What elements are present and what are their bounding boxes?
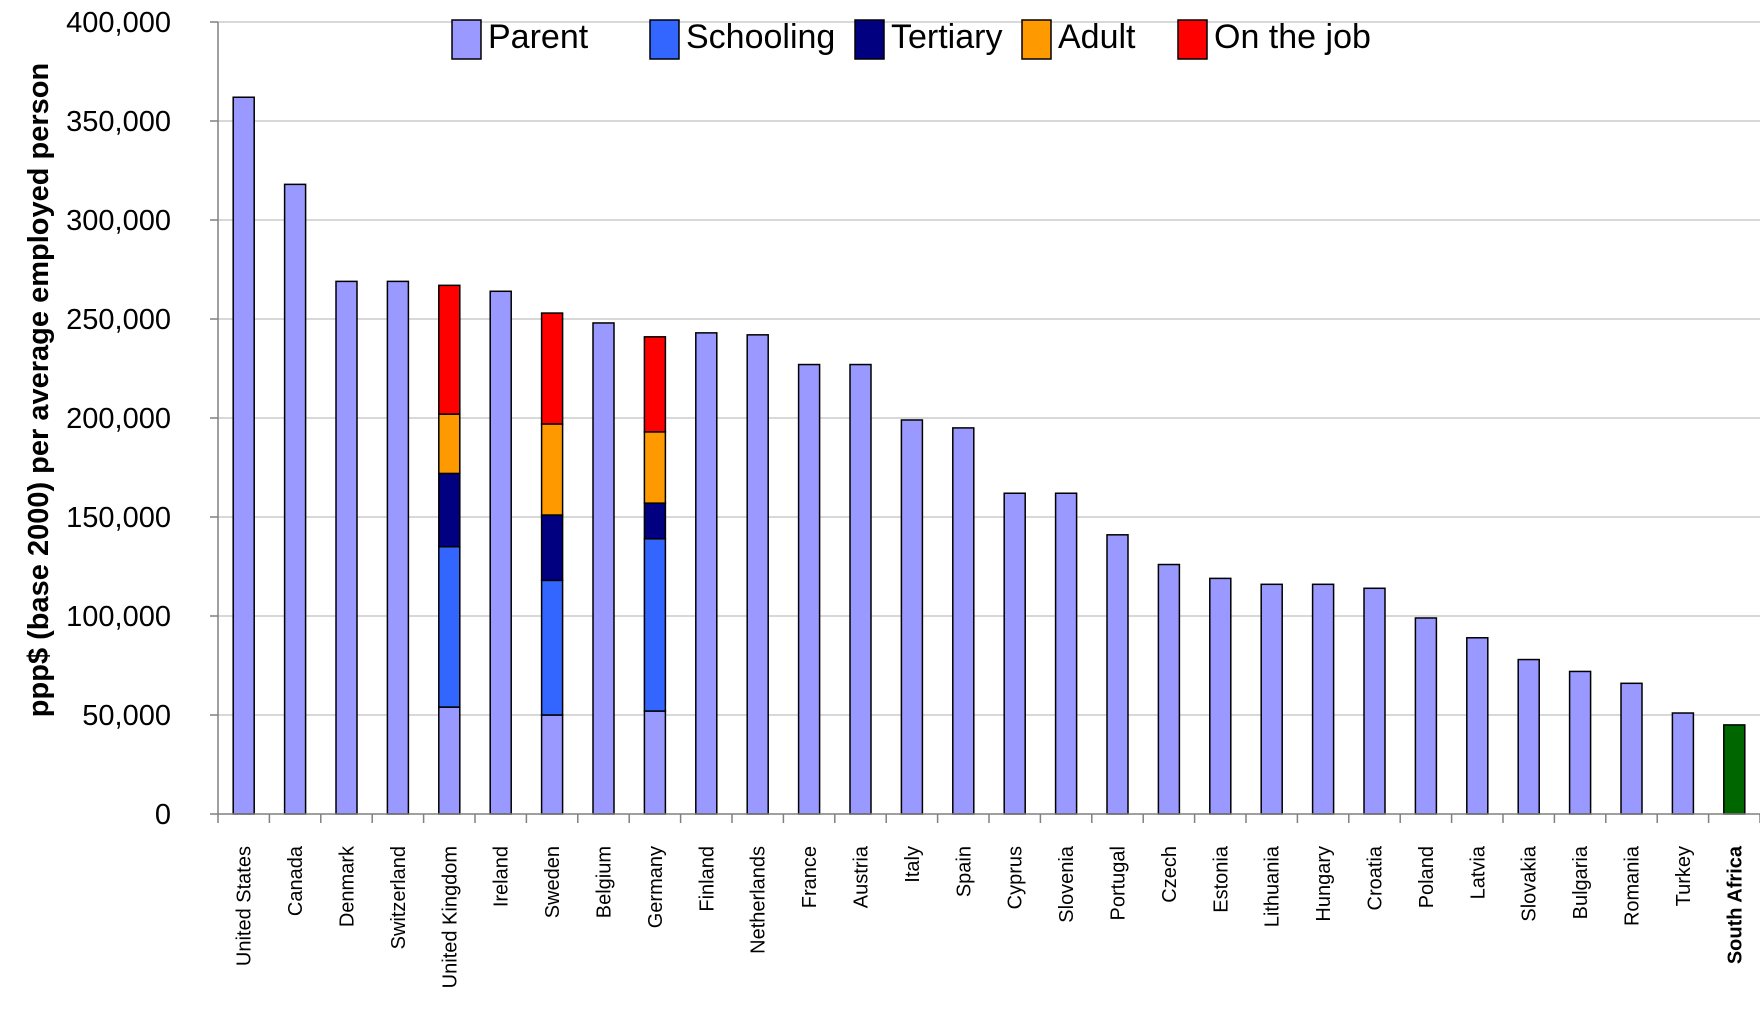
category-label-lithuania: Lithuania xyxy=(1262,845,1284,927)
bar-turkey-parent xyxy=(1671,712,1695,815)
category-label-italy: Italy xyxy=(902,846,924,883)
legend-label-on-the-job: On the job xyxy=(1214,18,1371,56)
y-tick-label-8: 400,000 xyxy=(66,7,171,39)
category-label-poland: Poland xyxy=(1416,846,1438,908)
bar-germany-on-the-job xyxy=(643,336,667,433)
bar-finland-parent xyxy=(695,332,718,815)
category-label-denmark: Denmark xyxy=(337,845,359,927)
legend-swatch-on-the-job xyxy=(1177,19,1208,60)
category-label-canada: Canada xyxy=(285,845,307,916)
y-axis-title: ppp$ (base 2000) per average employed pe… xyxy=(23,63,55,717)
bar-united-kingdom-schooling xyxy=(438,545,461,708)
category-label-estonia: Estonia xyxy=(1210,845,1232,913)
bar-united-kingdom-on-the-job xyxy=(438,284,461,415)
legend-swatch-tertiary xyxy=(854,19,885,60)
gridlines xyxy=(218,21,1760,716)
bar-sweden-adult xyxy=(540,423,564,516)
bar-sweden-on-the-job xyxy=(540,312,564,425)
bar-spain-parent xyxy=(952,427,975,815)
category-label-switzerland: Switzerland xyxy=(388,846,410,949)
y-tick-label-1: 50,000 xyxy=(82,700,171,732)
bar-germany-tertiary xyxy=(643,502,667,540)
bar-germany-parent xyxy=(643,710,667,815)
legend-swatch-adult xyxy=(1021,19,1052,60)
bar-united-kingdom-parent xyxy=(438,706,461,815)
bar-portugal-parent xyxy=(1106,534,1129,815)
bar-croatia-parent xyxy=(1363,587,1386,815)
legend-label-schooling: Schooling xyxy=(686,18,835,56)
bar-lithuania-parent xyxy=(1260,583,1283,815)
category-label-portugal: Portugal xyxy=(1108,846,1130,921)
bar-switzerland-parent xyxy=(386,280,410,815)
bar-germany-adult xyxy=(643,431,667,504)
y-tick-label-6: 300,000 xyxy=(66,205,171,237)
bar-sweden-parent xyxy=(540,714,564,815)
axes xyxy=(210,21,1760,823)
legend-swatch-schooling xyxy=(649,19,680,60)
category-label-slovenia: Slovenia xyxy=(1056,845,1078,923)
bar-sweden-tertiary xyxy=(540,514,564,582)
category-label-united-kingdom: United Kingdom xyxy=(439,846,461,988)
y-tick-label-4: 200,000 xyxy=(66,403,171,435)
bar-slovenia-parent xyxy=(1054,492,1078,815)
category-label-belgium: Belgium xyxy=(594,846,616,918)
bar-south-africa-parent xyxy=(1723,724,1746,815)
category-label-latvia: Latvia xyxy=(1467,845,1489,899)
category-label-sweden: Sweden xyxy=(542,846,564,918)
legend-label-tertiary: Tertiary xyxy=(891,18,1002,56)
legend: Parent Schooling Tertiary Adult On the job xyxy=(451,18,1371,60)
category-label-ireland: Ireland xyxy=(491,846,513,907)
legend-label-adult: Adult xyxy=(1058,18,1136,56)
category-label-germany: Germany xyxy=(645,846,667,928)
bar-poland-parent xyxy=(1414,617,1438,815)
y-tick-label-2: 100,000 xyxy=(66,601,171,633)
bar-united-kingdom-adult xyxy=(438,413,461,475)
bar-hungary-parent xyxy=(1311,583,1335,815)
bar-united-kingdom-tertiary xyxy=(438,472,461,548)
category-label-slovakia: Slovakia xyxy=(1519,845,1541,921)
bars xyxy=(232,96,1746,815)
category-labels: United States Canada Denmark Switzerland Uni… xyxy=(234,845,1747,988)
category-label-croatia: Croatia xyxy=(1365,845,1387,910)
legend-swatch-parent xyxy=(451,19,482,60)
bar-germany-schooling xyxy=(643,538,667,712)
category-label-czech: Czech xyxy=(1159,846,1181,903)
bar-belgium-parent xyxy=(592,322,615,815)
bar-bulgaria-parent xyxy=(1568,670,1592,815)
y-tick-labels: 0 50,000 100,000 150,000 200,000 250,000 300,0… xyxy=(66,7,171,831)
legend-label-parent: Parent xyxy=(488,18,589,56)
bar-romania-parent xyxy=(1620,682,1643,815)
category-label-netherlands: Netherlands xyxy=(748,846,770,954)
bar-sweden-schooling xyxy=(540,579,564,716)
category-label-romania: Romania xyxy=(1622,845,1644,926)
bar-slovakia-parent xyxy=(1517,658,1540,815)
y-tick-label-3: 150,000 xyxy=(66,502,171,534)
bar-united-states-parent xyxy=(232,96,255,815)
bar-czech-parent xyxy=(1157,563,1181,815)
bar-ireland-parent xyxy=(489,290,512,815)
category-label-cyprus: Cyprus xyxy=(1005,846,1027,909)
bar-denmark-parent xyxy=(335,280,358,815)
category-label-south-africa: South Africa xyxy=(1724,845,1746,964)
category-label-france: France xyxy=(799,846,821,908)
category-label-spain: Spain xyxy=(953,846,975,897)
category-label-turkey: Turkey xyxy=(1673,846,1695,906)
category-label-hungary: Hungary xyxy=(1313,846,1335,922)
bar-cyprus-parent xyxy=(1003,492,1026,815)
bar-latvia-parent xyxy=(1466,637,1489,815)
y-tick-label-0: 0 xyxy=(155,799,171,831)
bar-canada-parent xyxy=(283,183,307,815)
category-label-austria: Austria xyxy=(851,845,873,908)
bar-austria-parent xyxy=(849,363,872,815)
category-label-finland: Finland xyxy=(696,846,718,912)
bar-netherlands-parent xyxy=(746,334,769,815)
y-tick-label-5: 250,000 xyxy=(66,304,171,336)
y-tick-label-7: 350,000 xyxy=(66,106,171,138)
bar-france-parent xyxy=(797,363,821,815)
bar-estonia-parent xyxy=(1209,577,1232,815)
category-label-united-states: United States xyxy=(234,846,256,966)
category-label-bulgaria: Bulgaria xyxy=(1570,845,1592,919)
bar-italy-parent xyxy=(900,419,924,815)
